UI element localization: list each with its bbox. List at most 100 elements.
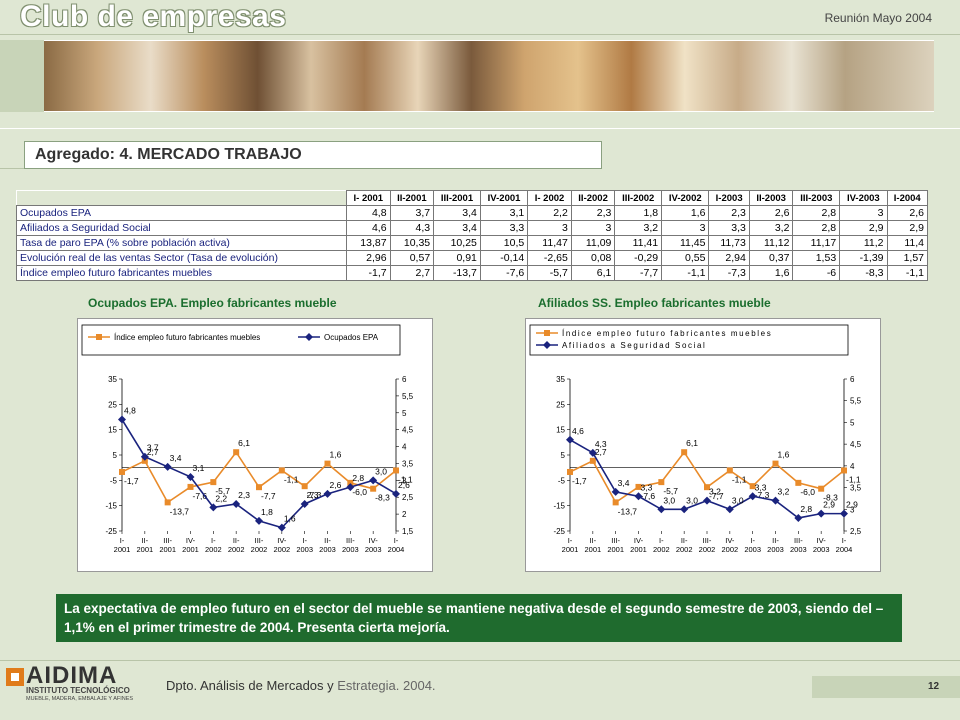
data-point-square <box>119 468 125 475</box>
x-tick-label: 2002 <box>676 545 693 554</box>
x-tick-label: 2002 <box>721 545 738 554</box>
table-cell: 0,55 <box>661 250 710 266</box>
table-cell: 10,35 <box>389 235 435 251</box>
table-cell: 1,8 <box>614 205 663 221</box>
table-cell: -5,7 <box>527 265 572 281</box>
column-header: II-2002 <box>570 190 616 206</box>
x-tick-label: IV- <box>725 536 735 545</box>
legend-marker-diamond <box>305 333 313 341</box>
data-label: 2,7 <box>147 447 159 457</box>
x-tick-label: I- <box>211 536 216 545</box>
column-header: II-2001 <box>389 190 435 206</box>
data-point-diamond <box>369 476 378 485</box>
data-point-diamond <box>794 513 803 522</box>
data-point-diamond <box>703 496 711 505</box>
table-corner <box>16 190 347 206</box>
x-tick-label: 2001 <box>630 545 647 554</box>
data-label: -7,7 <box>261 491 276 501</box>
table-header-row: I- 2001 II-2001 III-2001 IV-2001 I- 2002… <box>16 190 928 206</box>
footer-page-box <box>812 676 960 698</box>
x-tick-label: III- <box>794 536 803 545</box>
x-tick-label: 2001 <box>182 545 199 554</box>
data-label: 3,3 <box>755 482 767 492</box>
table-cell: -8,3 <box>839 265 888 281</box>
data-point-diamond <box>232 499 241 508</box>
data-point-diamond <box>634 492 643 501</box>
table-cell: -1,1 <box>886 265 928 281</box>
x-tick-label: 2002 <box>273 545 290 554</box>
table-cell: 13,87 <box>346 235 391 251</box>
data-label: 2,8 <box>352 473 364 483</box>
x-tick-label: II- <box>141 536 148 545</box>
data-label: 2,6 <box>330 480 342 490</box>
x-tick-label: 2001 <box>584 545 601 554</box>
table-row: Tasa de paro EPA (% sobre población acti… <box>16 235 928 251</box>
x-tick-label: 2003 <box>319 545 336 554</box>
table-cell: 4,6 <box>346 220 391 236</box>
x-tick-label: I- <box>302 536 307 545</box>
table-cell: 3,2 <box>748 220 794 236</box>
page-number: 12 <box>928 681 940 692</box>
x-tick-label: IV- <box>277 536 287 545</box>
data-label: -1,1 <box>846 474 861 484</box>
legend-marker-square <box>544 330 550 336</box>
right-tick-label: 5,5 <box>402 392 414 401</box>
table-row: Ocupados EPA 4,8 3,7 3,4 3,1 2,2 2,3 1,8 1,6 2,3 2… <box>16 205 928 221</box>
column-header: III-2001 <box>433 190 481 206</box>
table-cell: 11,73 <box>708 235 750 251</box>
data-label: 2,6 <box>398 480 410 490</box>
table-cell: 2,8 <box>792 205 841 221</box>
data-point-square <box>278 467 285 474</box>
data-label: 3,4 <box>170 453 182 463</box>
data-label: 2,9 <box>823 500 835 510</box>
row-label: Tasa de paro EPA (% sobre población acti… <box>16 235 347 251</box>
data-point-square <box>370 485 377 492</box>
x-tick-label: 2001 <box>114 545 131 554</box>
x-tick-label: 2003 <box>365 545 382 554</box>
table-cell: 3,3 <box>479 220 529 236</box>
data-label: 3,2 <box>709 487 721 497</box>
table-cell: 2,6 <box>748 205 794 221</box>
data-point-diamond <box>817 509 826 518</box>
chart-legend: Índice empleo futuro fabricantes muebles… <box>81 324 401 356</box>
data-point-diamond <box>680 505 689 514</box>
conclusion-note: La expectativa de empleo futuro en el se… <box>56 594 902 642</box>
data-label: 3,7 <box>147 443 159 453</box>
left-tick-label: -5 <box>558 476 566 485</box>
column-header: I-2003 <box>708 190 750 206</box>
data-point-diamond <box>588 448 597 457</box>
series-empleo-oficial: 4,8 3,7 3,4 3,1 2,2 2,3 1,8 1,6 2,3 2,6 2,8 3,0 2,6 <box>118 406 410 532</box>
table-cell: 2,8 <box>792 220 841 236</box>
row-label: Evolución real de las ventas Sector (Tas… <box>16 250 347 266</box>
right-tick-label: 1,5 <box>402 527 414 536</box>
data-label: 3,0 <box>686 495 698 505</box>
data-label: -6,0 <box>800 487 815 497</box>
table-cell: 11,47 <box>527 235 572 251</box>
right-tick-label: 4,5 <box>850 440 862 449</box>
data-label: -6,0 <box>352 487 367 497</box>
aidima-logo-icon <box>6 668 24 686</box>
x-tick-label: III- <box>611 536 620 545</box>
table-cell: -6 <box>792 265 841 281</box>
footer-text-a: Dpto. Análisis de Mercados y <box>166 678 334 693</box>
data-label: 1,8 <box>261 507 273 517</box>
data-label: 2,2 <box>215 493 227 503</box>
x-tick-label: II- <box>589 536 596 545</box>
section-title: Agregado: 4. MERCADO TRABAJO <box>24 141 602 169</box>
data-label: -7,6 <box>641 491 656 501</box>
table-cell: -1,7 <box>346 265 391 281</box>
x-tick-label: 2002 <box>205 545 222 554</box>
left-tick-label: -15 <box>553 502 565 511</box>
table-cell: 2,9 <box>886 220 928 236</box>
table-cell: 6,1 <box>570 265 616 281</box>
table-cell: -7,7 <box>614 265 663 281</box>
data-point-square <box>612 499 619 506</box>
x-tick-label: III- <box>346 536 355 545</box>
data-label: 6,1 <box>238 438 250 448</box>
x-tick-label: 2001 <box>607 545 624 554</box>
x-tick-label: I- <box>394 536 399 545</box>
x-tick-label: II- <box>681 536 688 545</box>
left-tick-label: -25 <box>553 527 565 536</box>
data-label: -1,1 <box>284 474 299 484</box>
table-cell: 3,7 <box>389 205 435 221</box>
